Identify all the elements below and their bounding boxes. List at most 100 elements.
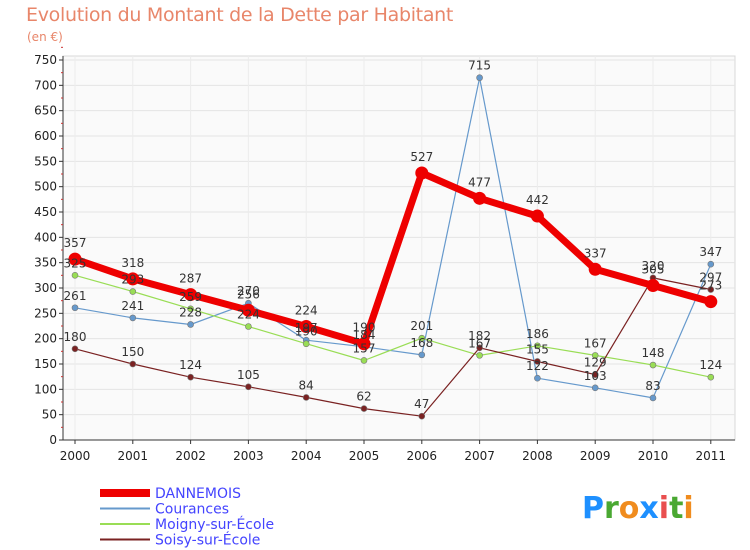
- point-dannemois-2000: [68, 252, 82, 266]
- series-line-soisy-sur-cole: [74, 277, 712, 417]
- series-lines: [71, 77, 715, 417]
- data-label-courances-2001: 241: [121, 299, 144, 313]
- point-dannemois-2008: [530, 209, 544, 223]
- y-tick-label-500: 500: [34, 180, 57, 194]
- logo-text: Proxiti: [582, 491, 694, 526]
- point-moigny-sur-cole-2008: [534, 342, 541, 350]
- data-label-soisy-sur-cole-2000: 180: [64, 330, 87, 344]
- data-label-courances-2002: 228: [179, 305, 202, 319]
- y-tick-label-200: 200: [34, 332, 57, 346]
- y-tick-label-700: 700: [34, 78, 57, 92]
- data-label-dannemois-2000: 357: [64, 236, 87, 250]
- y-tick-label-450: 450: [34, 205, 57, 219]
- data-label-soisy-sur-cole-2005: 62: [356, 390, 371, 404]
- data-label-moigny-sur-cole-2001: 293: [121, 273, 144, 287]
- y-tick-labels: 0 50 100 150 200 250 300 350 400 450 500 550 600 650 7…: [34, 53, 57, 447]
- data-label-moigny-sur-cole-2002: 259: [179, 290, 202, 304]
- point-courances-2002: [187, 321, 194, 328]
- data-label-moigny-sur-cole-2005: 157: [353, 341, 376, 355]
- y-tick-label-350: 350: [34, 256, 57, 270]
- x-tick-label-2007: 2007: [464, 449, 495, 463]
- y-tick-label-550: 550: [34, 154, 57, 168]
- data-label-moigny-sur-cole-2006: 201: [410, 319, 433, 333]
- data-label-courances-2007: 715: [468, 59, 491, 73]
- logo-letter-5: t: [669, 491, 683, 526]
- data-label-courances-2004: 197: [295, 321, 318, 335]
- point-soisy-sur-cole-2006: [418, 412, 426, 420]
- y-tick-label-150: 150: [34, 357, 57, 371]
- y-tick-label-0: 0: [49, 433, 57, 447]
- data-label-moigny-sur-cole-2009: 167: [584, 336, 607, 350]
- chart-subtitle: (en €): [27, 30, 63, 44]
- data-label-soisy-sur-cole-2003: 105: [237, 368, 260, 382]
- data-label-courances-2011: 347: [699, 245, 722, 259]
- point-moigny-sur-cole-2011: [707, 373, 715, 381]
- point-courances-2009: [591, 384, 599, 392]
- x-tick-label-2001: 2001: [118, 449, 149, 463]
- point-moigny-sur-cole-2004: [302, 340, 310, 348]
- data-label-dannemois-2011: 273: [699, 279, 722, 293]
- point-dannemois-2004: [299, 320, 313, 334]
- x-tick-label-2006: 2006: [407, 449, 438, 463]
- point-moigny-sur-cole-2007: [476, 352, 483, 359]
- point-moigny-sur-cole-2002: [187, 305, 194, 313]
- y-tick-label-750: 750: [34, 53, 57, 67]
- point-soisy-sur-cole-2011: [707, 286, 715, 293]
- data-label-moigny-sur-cole-2000: 325: [64, 256, 87, 270]
- y-tick-label-650: 650: [34, 104, 57, 118]
- point-soisy-sur-cole-2003: [245, 383, 252, 391]
- logo-letter-0: P: [582, 491, 604, 526]
- data-label-dannemois-2010: 305: [642, 262, 665, 276]
- data-label-dannemois-2001: 318: [121, 256, 144, 270]
- point-courances-2001: [129, 314, 137, 322]
- proxiti-logo: Proxiti: [582, 491, 694, 526]
- data-label-dannemois-2008: 442: [526, 193, 549, 207]
- data-label-dannemois-2006: 527: [410, 150, 433, 164]
- point-moigny-sur-cole-2005: [360, 357, 368, 364]
- data-label-soisy-sur-cole-2001: 150: [121, 345, 144, 359]
- data-label-soisy-sur-cole-2002: 124: [179, 358, 202, 372]
- point-courances-2008: [534, 374, 541, 382]
- point-dannemois-2001: [126, 272, 140, 286]
- x-tick-label-2011: 2011: [696, 449, 727, 463]
- data-label-soisy-sur-cole-2006: 47: [414, 397, 429, 411]
- legend-label-moigny-sur-cole: Moigny-sur-École: [155, 516, 274, 533]
- data-label-moigny-sur-cole-2010: 148: [642, 346, 665, 360]
- data-label-courances-2003: 270: [237, 284, 260, 298]
- point-moigny-sur-cole-2003: [245, 323, 252, 330]
- series-line-courances: [74, 77, 712, 399]
- data-label-moigny-sur-cole-2011: 124: [699, 358, 722, 372]
- point-moigny-sur-cole-2000: [71, 272, 79, 279]
- data-label-soisy-sur-cole-2007: 182: [468, 329, 491, 343]
- point-moigny-sur-cole-2010: [649, 361, 657, 369]
- point-dannemois-2011: [704, 295, 718, 309]
- data-label-dannemois-2005: 190: [353, 321, 376, 335]
- x-tick-label-2000: 2000: [60, 449, 91, 463]
- legend-label-dannemois: DANNEMOIS: [155, 486, 241, 502]
- data-label-soisy-sur-cole-2011: 297: [699, 271, 722, 285]
- x-tick-label-2005: 2005: [349, 449, 380, 463]
- y-tick-label-250: 250: [34, 306, 57, 320]
- data-label-moigny-sur-cole-2004: 190: [295, 325, 318, 339]
- data-label-soisy-sur-cole-2008: 155: [526, 342, 549, 356]
- series-line-moigny-sur-cole: [74, 274, 712, 378]
- point-moigny-sur-cole-2009: [591, 352, 599, 359]
- point-soisy-sur-cole-2002: [187, 373, 194, 381]
- data-label-courances-2005: 184: [353, 328, 376, 342]
- x-tick-labels: 2000 2001 2002 2003 2004 2005 2006 2007 2008 2009…: [60, 449, 726, 463]
- series-points: [68, 74, 718, 420]
- x-tick-label-2009: 2009: [580, 449, 611, 463]
- point-soisy-sur-cole-2004: [302, 394, 310, 401]
- point-courances-2011: [707, 260, 715, 268]
- data-label-courances-2000: 261: [64, 289, 87, 303]
- point-dannemois-2009: [588, 262, 602, 276]
- logo-letter-4: i: [659, 491, 669, 526]
- point-dannemois-2005: [357, 337, 371, 351]
- x-tick-label-2008: 2008: [522, 449, 553, 463]
- logo-letter-3: x: [639, 491, 658, 526]
- data-label-moigny-sur-cole-2003: 224: [237, 308, 260, 322]
- data-label-courances-2009: 103: [584, 369, 607, 383]
- point-courances-2007: [476, 74, 483, 82]
- y-tick-label-400: 400: [34, 230, 57, 244]
